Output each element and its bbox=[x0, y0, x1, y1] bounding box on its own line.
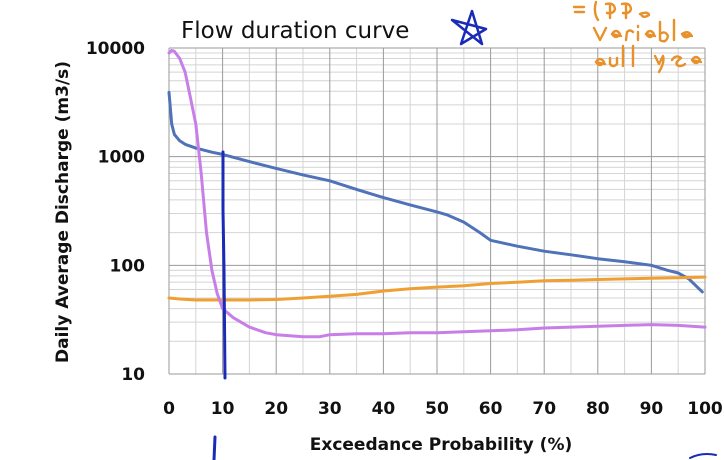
y-tick-label: 1000 bbox=[98, 148, 145, 168]
x-tick-label: 30 bbox=[318, 399, 342, 419]
y-tick-label: 100 bbox=[110, 256, 146, 276]
x-tick-label: 50 bbox=[425, 399, 449, 419]
x-tick-label: 10 bbox=[211, 399, 235, 419]
x-tick-label: 90 bbox=[640, 399, 664, 419]
series-line-2 bbox=[167, 275, 707, 302]
x-tick-label: 60 bbox=[479, 399, 503, 419]
x-tick-label: 40 bbox=[372, 399, 396, 419]
x-tick-label: 70 bbox=[532, 399, 556, 419]
chart-title: Flow duration curve bbox=[181, 18, 409, 44]
y-tick-label: 10000 bbox=[86, 39, 145, 59]
x-tick-label: 0 bbox=[163, 399, 175, 419]
ink-tick-mark bbox=[212, 435, 217, 460]
x-tick-label: 20 bbox=[264, 399, 288, 419]
y-tick-labels: 10 100 1000 10000 bbox=[86, 39, 145, 385]
y-tick-label: 10 bbox=[121, 365, 145, 385]
x-tick-label: 100 bbox=[687, 399, 723, 419]
x-axis-title: Exceedance Probability (%) bbox=[310, 435, 573, 455]
x-tick-label: 80 bbox=[586, 399, 610, 419]
x-tick-labels: 0 10 20 30 40 50 60 70 80 90 100 bbox=[163, 399, 723, 419]
y-axis-title: Daily Average Discharge (m3/s) bbox=[53, 61, 73, 363]
vertical-marker-stroke bbox=[221, 150, 227, 380]
chart-grid bbox=[168, 47, 706, 375]
ink-swash-mark bbox=[689, 453, 717, 459]
series-line-3 bbox=[167, 48, 707, 339]
series-group bbox=[167, 48, 707, 339]
star-doodle-icon bbox=[450, 9, 488, 46]
handwritten-note-doodle bbox=[572, 0, 703, 74]
series-line-1 bbox=[167, 90, 704, 294]
